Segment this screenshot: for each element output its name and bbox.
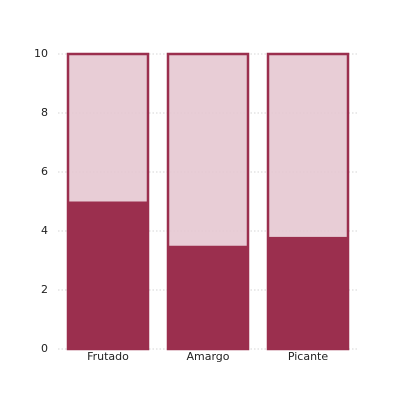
y-tick-label: 6 [41, 165, 48, 178]
y-tick-label: 2 [41, 283, 48, 296]
x-tick-label: Amargo [186, 350, 229, 363]
y-tick-label: 8 [41, 106, 48, 119]
x-tick-label: Picante [288, 350, 329, 363]
bar [268, 236, 348, 349]
x-tick-label: Frutado [87, 350, 129, 363]
y-tick-label: 10 [34, 47, 48, 60]
bar [68, 201, 148, 349]
y-tick-label: 0 [41, 342, 48, 355]
bar [168, 245, 248, 349]
y-tick-label: 4 [41, 224, 48, 237]
